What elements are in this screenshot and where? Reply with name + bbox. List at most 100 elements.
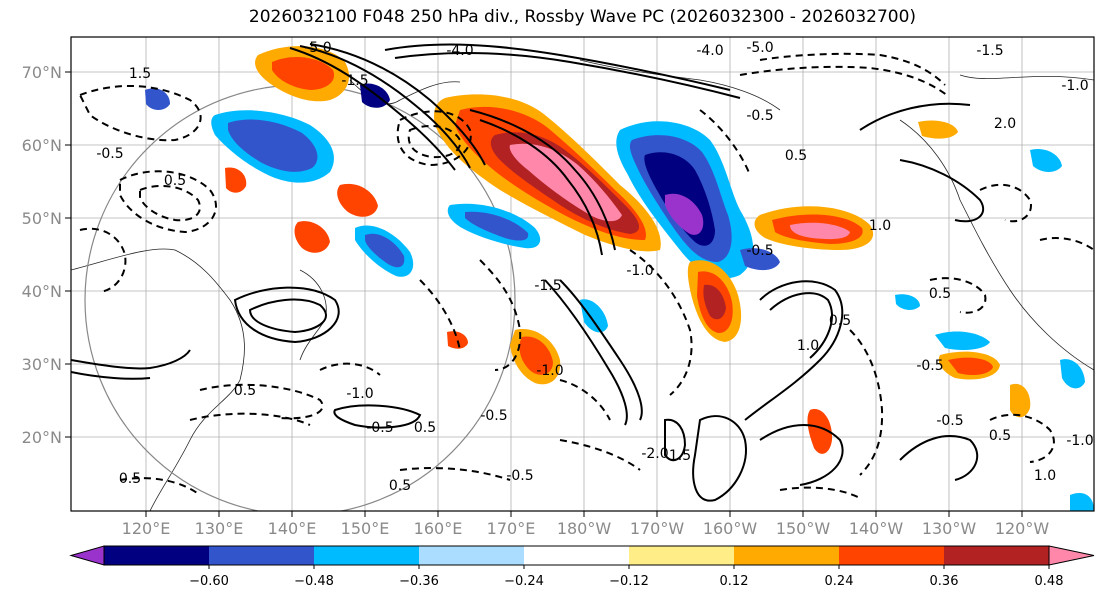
colorbar-swatch	[734, 546, 840, 565]
anomaly-neg-6	[740, 248, 780, 271]
anomaly-pos-7	[807, 409, 833, 454]
colorbar-swatch	[524, 546, 630, 565]
anomaly-pos-4	[687, 260, 742, 342]
contour-label: -0.5	[480, 408, 507, 424]
anomaly-neg-7	[145, 88, 170, 110]
graticule	[71, 37, 1094, 511]
colorbar-swatch	[104, 546, 210, 565]
divergence-shading	[145, 46, 1094, 511]
contour-label: -5.0	[304, 40, 331, 56]
colorbar-tick-label: −0.60	[189, 574, 229, 589]
page-title: 2026032100 F048 250 hPa div., Rossby Wav…	[248, 7, 917, 27]
anomaly-neg-1	[616, 121, 754, 279]
contour-label: 0.5	[164, 173, 186, 189]
lon-tick-label: 130°W	[922, 519, 977, 538]
contour-label: -1.0	[536, 363, 563, 379]
lat-tick-label: 40°N	[22, 282, 62, 301]
contour-label: 2.0	[994, 116, 1016, 132]
anomaly-neg-9	[1030, 148, 1062, 172]
contour-label: -2.0	[641, 446, 668, 462]
colorbar-tick-label: −0.36	[399, 574, 439, 589]
contour-label: -0.5	[96, 146, 123, 162]
colorbar-extend-low	[69, 545, 105, 566]
contour-label: -4.0	[696, 43, 723, 59]
contour-label: 0.5	[389, 478, 411, 494]
longitude-axis: 120°E 130°E 140°E 150°E 160°E 170°E 180°W 170°W…	[122, 511, 1050, 538]
colorbar-tick-label: −0.12	[609, 574, 649, 589]
contour-labels: -5.0 -4.0 -4.0 -5.0 1.5 -1.5 -1.5 -1.0 -0.5 2.0 0.…	[96, 40, 1093, 494]
colorbar: −0.60 −0.48 −0.36 −0.24 −0.12 0.12 0.24 0.36 0.4…	[69, 545, 1095, 589]
colorbar-frame	[103, 545, 1050, 566]
anomaly-neg-2	[211, 110, 334, 183]
colorbar-tick-label: 0.12	[720, 574, 749, 589]
contour-label: 0.5	[119, 471, 141, 487]
lon-tick-label: 160°W	[703, 519, 758, 538]
contour-label: -1.5	[534, 278, 561, 294]
lon-tick-label: 140°W	[849, 519, 904, 538]
colorbar-tick-label: 0.36	[930, 574, 959, 589]
colorbar-tick-label: 0.24	[825, 574, 854, 589]
lon-tick-label: 180°W	[557, 519, 612, 538]
colorbar-extend-high	[1048, 545, 1095, 566]
contour-label: -0.5	[366, 420, 393, 436]
colorbar-swatch	[209, 546, 315, 565]
contours-solid	[71, 43, 985, 502]
anomaly-pos-3	[754, 206, 874, 250]
lon-tick-label: 160°E	[414, 519, 463, 538]
lat-tick-label: 20°N	[22, 428, 62, 447]
contour-label: -1.0	[346, 386, 373, 402]
anomaly-pos-5	[510, 329, 561, 385]
lat-tick-label: 70°N	[22, 63, 62, 82]
anomaly-pos-1	[255, 46, 350, 102]
contour-label: 1.5	[669, 448, 691, 464]
contour-label: -1.0	[1066, 433, 1093, 449]
contour-label: 1.0	[1034, 468, 1056, 484]
anomaly-pos-10	[294, 221, 330, 253]
anomaly-pos-6	[938, 351, 1000, 380]
lat-tick-label: 30°N	[22, 355, 62, 374]
colorbar-swatch	[629, 546, 735, 565]
anomaly-neg-12	[580, 299, 608, 333]
anomaly-pos-13	[447, 331, 468, 349]
contour-label: -1.5	[341, 73, 368, 89]
contour-label: -4.0	[446, 43, 473, 59]
lon-tick-label: 140°E	[268, 519, 317, 538]
lon-tick-label: 170°E	[487, 519, 536, 538]
contour-label: 1.0	[797, 338, 819, 354]
contour-label: 0.5	[785, 148, 807, 164]
anomaly-pos-9	[337, 183, 378, 217]
contour-label: 1.5	[129, 66, 151, 82]
contour-label: -0.5	[936, 413, 963, 429]
contour-label: -1.0	[626, 263, 653, 279]
lon-tick-label: 150°W	[776, 519, 831, 538]
lat-tick-label: 50°N	[22, 209, 62, 228]
contour-label: -5.0	[746, 40, 773, 56]
contour-label: 0.5	[829, 313, 851, 329]
lon-tick-label: 150°E	[341, 519, 390, 538]
lon-tick-label: 170°W	[630, 519, 685, 538]
contour-label: 0.5	[234, 383, 256, 399]
colorbar-tick-label: 0.48	[1035, 574, 1064, 589]
contour-label: 1.0	[869, 218, 891, 234]
contour-label: -0.5	[916, 358, 943, 374]
anomaly-neg-11	[1060, 359, 1085, 389]
anomaly-pos-12	[918, 120, 958, 139]
map-frame	[70, 36, 1095, 512]
anomaly-pos-11	[225, 167, 247, 193]
anomaly-pos-8	[1010, 383, 1031, 418]
contour-label: 0.5	[414, 420, 436, 436]
latitude-axis: 70°N 60°N 50°N 40°N 30°N 20°N	[22, 63, 71, 447]
lon-tick-label: 120°W	[995, 519, 1050, 538]
contour-label: -0.5	[746, 243, 773, 259]
colorbar-swatch	[419, 546, 525, 565]
anomaly-neg-3	[447, 203, 541, 249]
anomaly-neg-10	[935, 331, 990, 350]
colorbar-swatch	[944, 546, 1050, 565]
lon-tick-label: 120°E	[122, 519, 171, 538]
anomaly-neg-14	[1070, 492, 1094, 511]
lat-tick-label: 60°N	[22, 136, 62, 155]
contour-label: -1.5	[976, 43, 1003, 59]
contour-label: -1.0	[1061, 78, 1088, 94]
contours-dashed	[78, 52, 1094, 499]
